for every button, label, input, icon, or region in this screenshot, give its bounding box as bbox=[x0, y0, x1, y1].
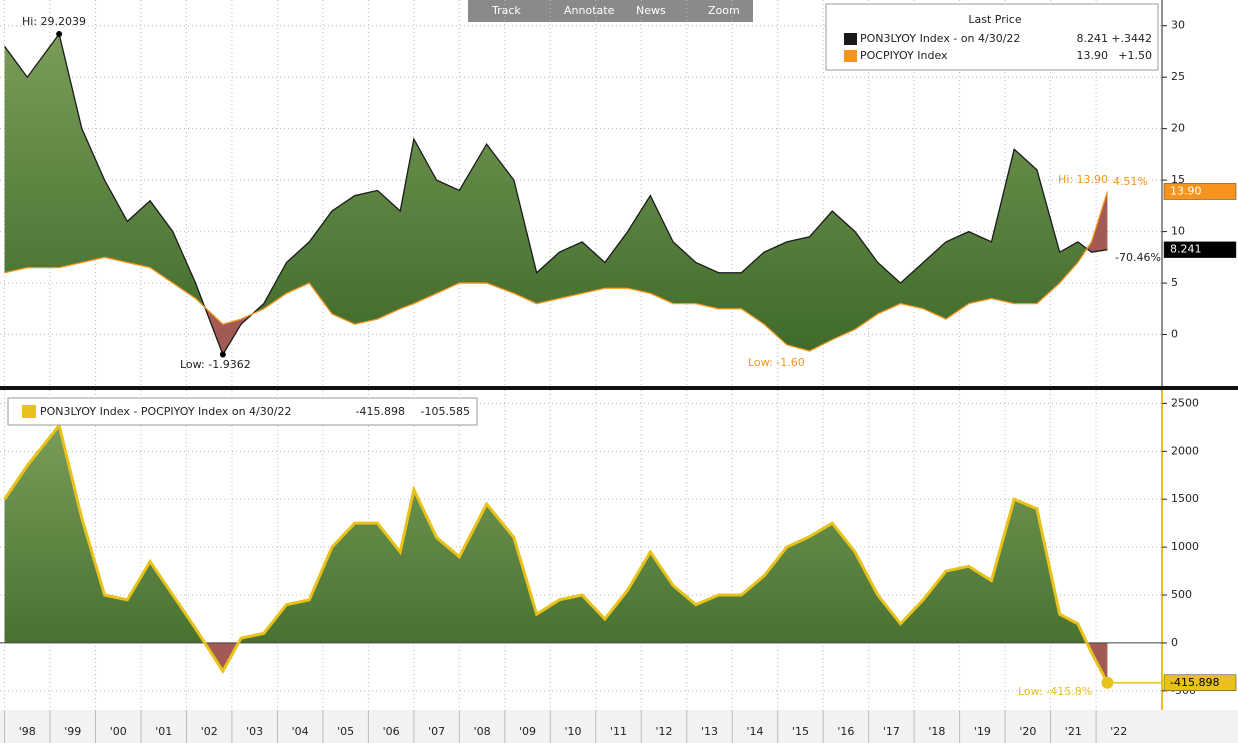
toolbar bbox=[468, 0, 753, 22]
x-tick-label: '00 bbox=[110, 725, 127, 738]
annotation: Low: -415.8% bbox=[1018, 685, 1092, 698]
y-tick-label: 10 bbox=[1171, 225, 1185, 238]
low-marker bbox=[219, 351, 226, 358]
x-tick-label: '22 bbox=[1110, 725, 1127, 738]
x-tick-label: '06 bbox=[383, 725, 400, 738]
legend-label: POCPIYOY Index bbox=[860, 49, 948, 62]
annotation: Low: -1.60 bbox=[748, 356, 805, 369]
y-tick-label: 1500 bbox=[1171, 492, 1199, 505]
legend-value: 8.241 bbox=[1077, 32, 1109, 45]
x-tick-label: '05 bbox=[337, 725, 354, 738]
y-tick-label: 20 bbox=[1171, 122, 1185, 135]
x-tick-label: '02 bbox=[201, 725, 218, 738]
toolbar-button[interactable]: News bbox=[636, 4, 666, 17]
legend-swatch bbox=[844, 33, 857, 45]
x-tick-label: '99 bbox=[64, 725, 81, 738]
x-tick-label: '04 bbox=[292, 725, 309, 738]
x-tick-label: '08 bbox=[474, 725, 491, 738]
panel-separator bbox=[0, 386, 1238, 390]
x-tick-label: '10 bbox=[565, 725, 582, 738]
legend-change: -105.585 bbox=[421, 405, 470, 418]
annotation: Hi: 29.2039 bbox=[22, 15, 86, 28]
x-tick-label: '18 bbox=[928, 725, 945, 738]
legend-change: +.3442 bbox=[1111, 32, 1152, 45]
series-line bbox=[4, 191, 1109, 352]
x-tick-label: '20 bbox=[1019, 725, 1036, 738]
y-tick-label: 2500 bbox=[1171, 396, 1199, 409]
legend-swatch bbox=[844, 50, 857, 62]
x-tick-label: '21 bbox=[1065, 725, 1082, 738]
last-value-label: 13.90 bbox=[1170, 184, 1202, 197]
legend-label: PON3LYOY Index - POCPIYOY Index on 4/30/… bbox=[40, 405, 291, 418]
legend-box bbox=[825, 3, 1159, 71]
legend-swatch bbox=[22, 405, 36, 418]
last-value-tag bbox=[1163, 183, 1237, 200]
annotation: -70.46% bbox=[1115, 251, 1161, 264]
y-tick-label: 500 bbox=[1171, 588, 1192, 601]
x-tick-label: '14 bbox=[746, 725, 763, 738]
y-tick-label: 25 bbox=[1171, 70, 1185, 83]
x-tick-label: '13 bbox=[701, 725, 718, 738]
x-tick-label: '17 bbox=[883, 725, 900, 738]
series-line bbox=[3, 422, 1109, 684]
last-value-label: 8.241 bbox=[1170, 243, 1202, 256]
toolbar-bg bbox=[468, 0, 753, 22]
series-line bbox=[4, 32, 1108, 356]
y-tick-label: 0 bbox=[1171, 636, 1178, 649]
x-tick-label: '19 bbox=[974, 725, 991, 738]
toolbar-button[interactable]: Annotate bbox=[564, 4, 615, 17]
legend-box bbox=[7, 397, 478, 426]
y-tick-label: 5 bbox=[1171, 276, 1178, 289]
annotation: 4.51% bbox=[1113, 175, 1148, 188]
y-tick-label: 30 bbox=[1171, 19, 1185, 32]
x-tick-label: '01 bbox=[155, 725, 172, 738]
legend-label: PON3LYOY Index - on 4/30/22 bbox=[860, 32, 1020, 45]
x-tick-label: '12 bbox=[655, 725, 672, 738]
x-tick-label: '03 bbox=[246, 725, 263, 738]
last-value-tag bbox=[1163, 241, 1237, 258]
x-tick-label: '98 bbox=[19, 725, 36, 738]
x-tick-label: '09 bbox=[519, 725, 536, 738]
legend-value: -415.898 bbox=[356, 405, 405, 418]
legend-value: 13.90 bbox=[1077, 49, 1109, 62]
x-tick-label: '11 bbox=[610, 725, 627, 738]
area-fill bbox=[4, 425, 1108, 643]
x-axis-strip bbox=[0, 710, 1238, 743]
hi-marker bbox=[56, 30, 63, 37]
last-value-tag bbox=[1163, 674, 1237, 692]
y-tick-label: 2000 bbox=[1171, 444, 1199, 457]
x-tick-label: '16 bbox=[837, 725, 854, 738]
x-tick-label: '15 bbox=[792, 725, 809, 738]
toolbar-button[interactable]: Zoom bbox=[708, 4, 740, 17]
y-tick-label: 15 bbox=[1171, 173, 1185, 186]
y-tick-label: 1000 bbox=[1171, 540, 1199, 553]
last-value-label: -415.898 bbox=[1170, 676, 1219, 689]
x-tick-label: '07 bbox=[428, 725, 445, 738]
legend-title: Last Price bbox=[968, 13, 1021, 26]
legend-change: +1.50 bbox=[1118, 49, 1152, 62]
annotation: Hi: 13.90 bbox=[1058, 173, 1108, 186]
toolbar-button[interactable]: Track bbox=[491, 4, 521, 17]
y-tick-label: 0 bbox=[1171, 328, 1178, 341]
annotation: Low: -1.9362 bbox=[180, 358, 251, 371]
